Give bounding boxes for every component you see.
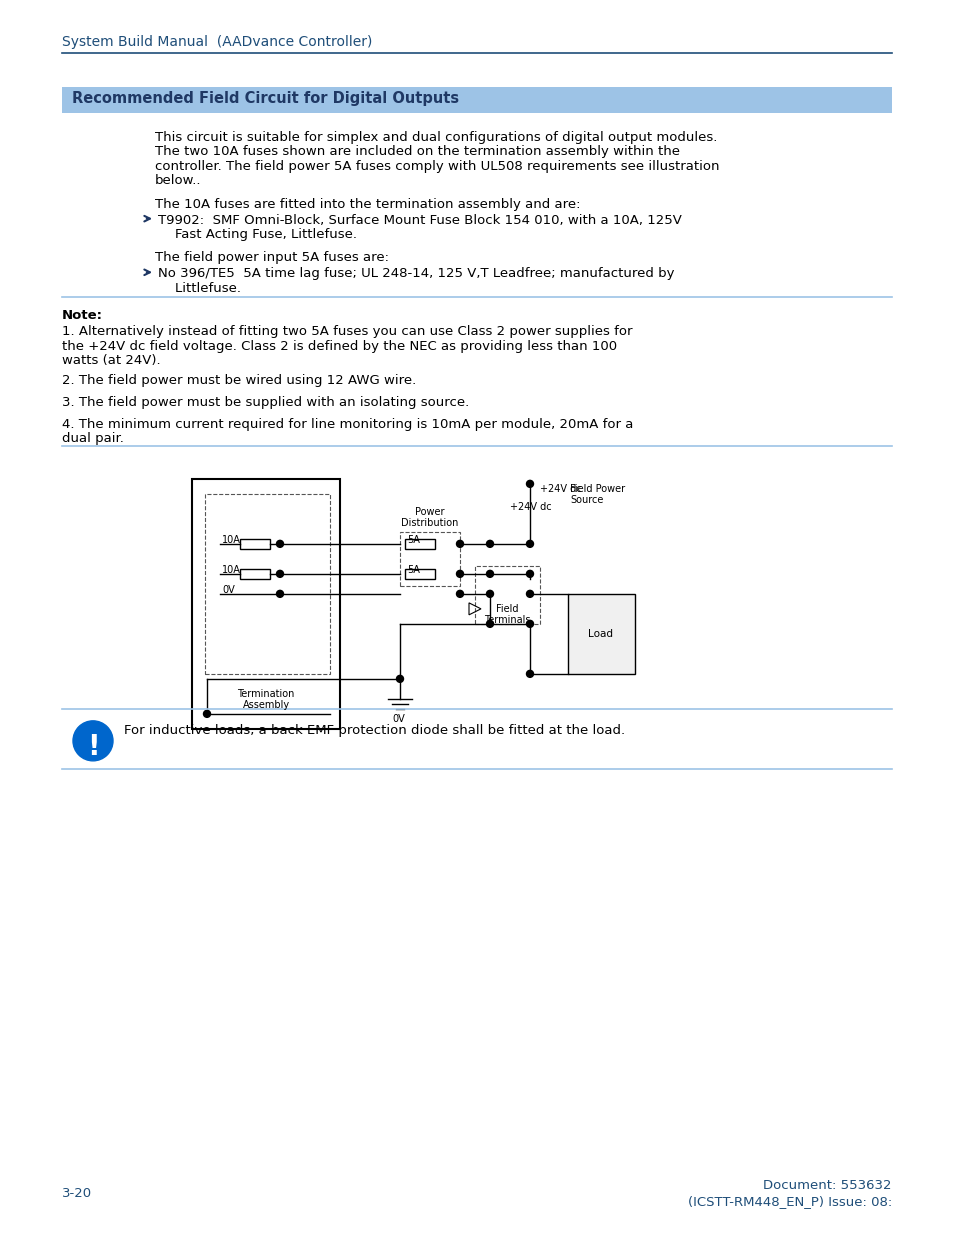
Bar — [399, 532, 459, 585]
Text: Field Power
Source: Field Power Source — [569, 484, 624, 505]
Text: System Build Manual  (AADvance Controller): System Build Manual (AADvance Controller… — [62, 35, 372, 49]
Text: The two 10A fuses shown are included on the termination assembly within the: The two 10A fuses shown are included on … — [154, 146, 679, 158]
Text: For inductive loads, a back EMF protection diode shall be fitted at the load.: For inductive loads, a back EMF protecti… — [124, 725, 624, 737]
Circle shape — [276, 541, 283, 547]
Text: Recommended Field Circuit for Digital Outputs: Recommended Field Circuit for Digital Ou… — [71, 91, 458, 106]
Text: Littlefuse.: Littlefuse. — [158, 282, 241, 295]
Circle shape — [486, 590, 493, 598]
Circle shape — [526, 620, 533, 627]
Circle shape — [276, 571, 283, 577]
Text: Termination
Assembly: Termination Assembly — [237, 689, 294, 710]
Text: Field
Terminals: Field Terminals — [483, 604, 530, 625]
Text: 5A: 5A — [407, 564, 419, 574]
Circle shape — [526, 541, 533, 547]
Text: 2. The field power must be wired using 12 AWG wire.: 2. The field power must be wired using 1… — [62, 374, 416, 388]
Text: the +24V dc field voltage. Class 2 is defined by the NEC as providing less than : the +24V dc field voltage. Class 2 is de… — [62, 340, 617, 353]
Circle shape — [73, 721, 112, 761]
Bar — [475, 566, 539, 624]
Circle shape — [486, 620, 493, 627]
Text: 0V: 0V — [222, 585, 234, 595]
Circle shape — [526, 671, 533, 677]
Bar — [240, 538, 270, 548]
Text: 0V: 0V — [392, 714, 404, 724]
Text: Power
Distribution: Power Distribution — [401, 506, 458, 529]
Text: +24V dc: +24V dc — [510, 501, 551, 511]
Text: 10A: 10A — [222, 535, 240, 545]
Text: No 396/TE5  5A time lag fuse; UL 248-14, 125 V,T Leadfree; manufactured by: No 396/TE5 5A time lag fuse; UL 248-14, … — [158, 267, 674, 280]
Circle shape — [396, 676, 403, 683]
Text: watts (at 24V).: watts (at 24V). — [62, 354, 160, 367]
Text: Load: Load — [588, 629, 613, 638]
Text: dual pair.: dual pair. — [62, 432, 124, 446]
Text: 3. The field power must be supplied with an isolating source.: 3. The field power must be supplied with… — [62, 396, 469, 409]
Text: 1. Alternatively instead of fitting two 5A fuses you can use Class 2 power suppl: 1. Alternatively instead of fitting two … — [62, 325, 632, 338]
Text: below..: below.. — [154, 174, 201, 188]
Circle shape — [203, 710, 211, 718]
Circle shape — [526, 480, 533, 488]
Bar — [405, 569, 435, 579]
Text: +24V dc: +24V dc — [539, 484, 581, 494]
Bar — [405, 538, 435, 548]
Circle shape — [486, 571, 493, 577]
Text: Fast Acting Fuse, Littlefuse.: Fast Acting Fuse, Littlefuse. — [158, 228, 356, 241]
Text: 4. The minimum current required for line monitoring is 10mA per module, 20mA for: 4. The minimum current required for line… — [62, 417, 633, 431]
Bar — [567, 594, 635, 674]
Text: 10A: 10A — [222, 564, 240, 574]
Text: controller. The field power 5A fuses comply with UL508 requirements see illustra: controller. The field power 5A fuses com… — [154, 161, 719, 173]
Text: (ICSTT-RM448_EN_P) Issue: 08:: (ICSTT-RM448_EN_P) Issue: 08: — [687, 1195, 891, 1208]
Text: !: ! — [87, 732, 99, 761]
Text: 3-20: 3-20 — [62, 1187, 92, 1200]
Circle shape — [456, 590, 463, 598]
Bar — [62, 86, 891, 112]
Circle shape — [276, 590, 283, 598]
Bar — [192, 479, 339, 729]
Text: The 10A fuses are fitted into the termination assembly and are:: The 10A fuses are fitted into the termin… — [154, 198, 579, 211]
Circle shape — [526, 590, 533, 598]
Text: 5A: 5A — [407, 535, 419, 545]
Text: This circuit is suitable for simplex and dual configurations of digital output m: This circuit is suitable for simplex and… — [154, 131, 717, 144]
Text: Note:: Note: — [62, 309, 103, 322]
Text: T9902:  SMF Omni-Block, Surface Mount Fuse Block 154 010, with a 10A, 125V: T9902: SMF Omni-Block, Surface Mount Fus… — [158, 214, 681, 227]
Text: Document: 553632: Document: 553632 — [762, 1179, 891, 1192]
Bar — [205, 494, 330, 674]
Text: The field power input 5A fuses are:: The field power input 5A fuses are: — [154, 252, 389, 264]
Bar — [240, 569, 270, 579]
Circle shape — [486, 541, 493, 547]
Circle shape — [456, 571, 463, 577]
Circle shape — [456, 541, 463, 547]
Circle shape — [526, 571, 533, 577]
